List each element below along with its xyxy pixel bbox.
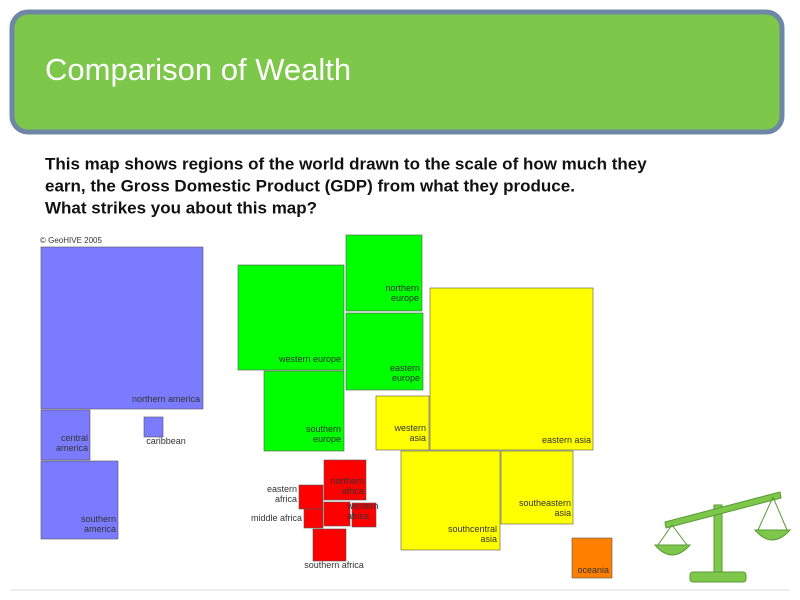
- region: [375, 395, 430, 451]
- region-label: middle africa: [251, 513, 302, 523]
- body-line: earn, the Gross Domestic Product (GDP) f…: [45, 176, 575, 195]
- region: [312, 528, 347, 562]
- region: [323, 459, 367, 501]
- credit: © GeoHIVE 2005: [40, 236, 102, 245]
- region-label: america: [56, 443, 88, 453]
- region-label: asia: [480, 534, 497, 544]
- region: [429, 287, 594, 451]
- region-label: eastern: [267, 484, 297, 494]
- region-label: africa: [342, 486, 364, 496]
- region: [298, 484, 324, 510]
- region-label: oceania: [577, 565, 609, 575]
- region-label: central: [61, 433, 88, 443]
- header-box: [9, 9, 785, 135]
- region-label: europe: [313, 434, 341, 444]
- region: [40, 246, 204, 410]
- region: [143, 416, 164, 438]
- region: [40, 409, 91, 461]
- region: [345, 312, 424, 391]
- region-label: caribbean: [146, 436, 186, 446]
- region-label: eastern asia: [542, 435, 591, 445]
- region-label: eastern: [390, 363, 420, 373]
- region: [263, 370, 345, 452]
- region: [303, 508, 324, 529]
- region-label: southern: [306, 424, 341, 434]
- body-line: What strikes you about this map?: [45, 198, 317, 217]
- region-label: asia: [409, 433, 426, 443]
- region-label: southeastern: [519, 498, 571, 508]
- region-label: northern: [385, 283, 419, 293]
- map: northern americacentralamericacaribbeans…: [40, 234, 613, 579]
- region-label: asia: [554, 508, 571, 518]
- region-label: africa: [347, 511, 369, 521]
- region-label: europe: [391, 293, 419, 303]
- region: [323, 501, 351, 527]
- region-label: africa: [275, 494, 297, 504]
- region-label: western: [393, 423, 426, 433]
- region-label: southcentral: [448, 524, 497, 534]
- body-line: This map shows regions of the world draw…: [45, 154, 647, 173]
- scale-icon: [653, 491, 792, 583]
- region-label: western europe: [278, 354, 341, 364]
- region-label: europe: [392, 373, 420, 383]
- region-label: northern america: [132, 394, 200, 404]
- region: [345, 234, 423, 312]
- region-label: southern: [81, 514, 116, 524]
- region-label: western: [346, 501, 379, 511]
- region: [500, 450, 574, 525]
- region: [237, 264, 345, 371]
- region: [351, 502, 377, 528]
- region-label: america: [84, 524, 116, 534]
- region-label: southern africa: [304, 560, 364, 570]
- title: Comparison of Wealth: [45, 52, 351, 87]
- region: [40, 460, 119, 540]
- region: [571, 537, 613, 579]
- region: [400, 450, 501, 551]
- region-label: northern: [330, 476, 364, 486]
